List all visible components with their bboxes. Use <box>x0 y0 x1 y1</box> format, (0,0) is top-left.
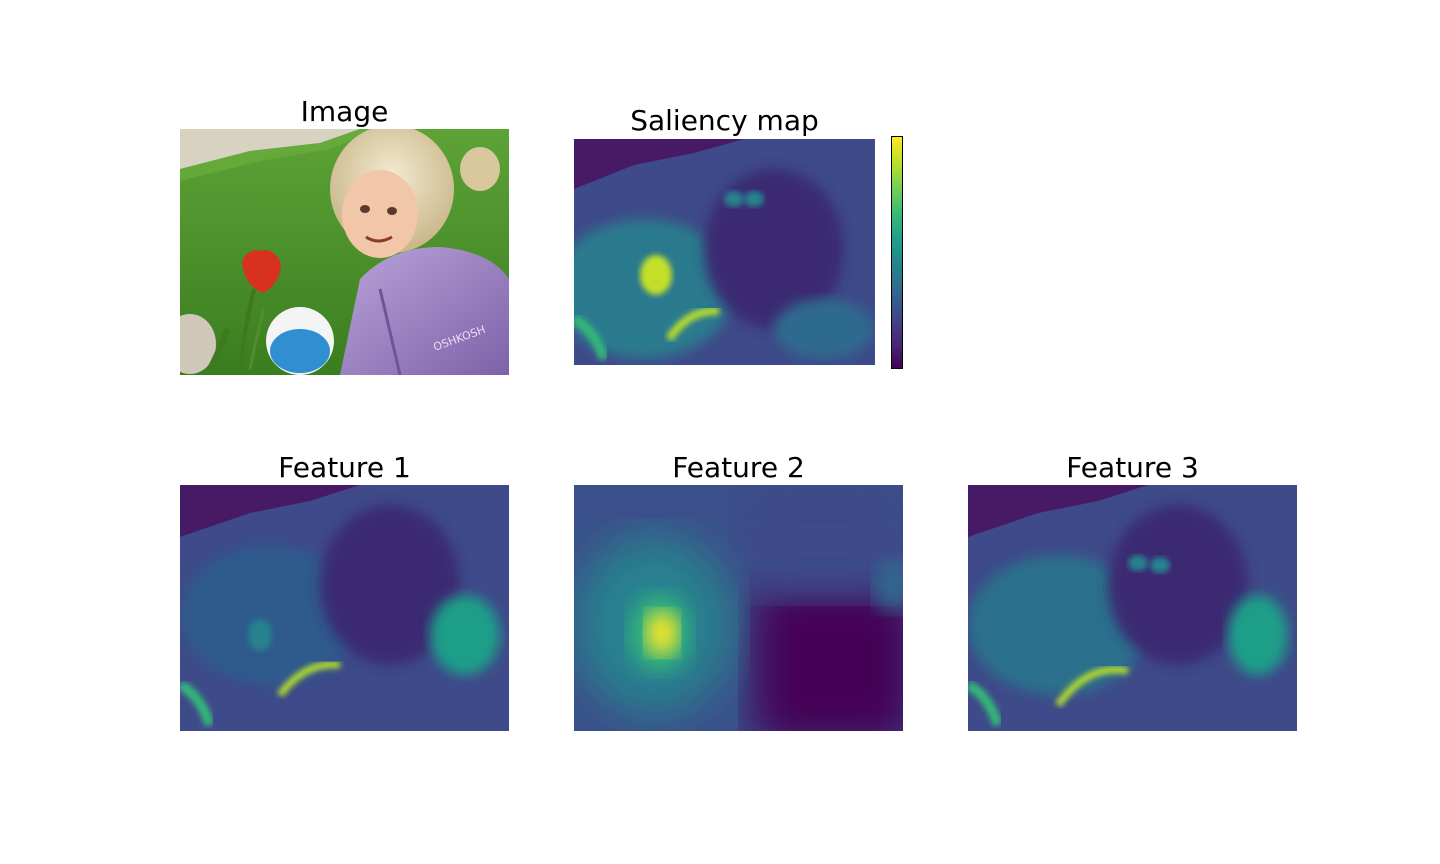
saliency-map-title: Saliency map <box>630 104 819 137</box>
feature-3-image <box>968 485 1297 731</box>
feature-2-image <box>574 485 903 731</box>
feature-1-image <box>180 485 509 731</box>
image-title: Image <box>300 95 389 128</box>
input-image: OSHKOSH <box>180 129 509 375</box>
feature-3-title: Feature 3 <box>1066 451 1199 484</box>
saliency-colorbar <box>891 136 903 369</box>
saliency-map-image <box>574 139 875 365</box>
feature-2-title: Feature 2 <box>672 451 805 484</box>
feature-1-title: Feature 1 <box>278 451 411 484</box>
